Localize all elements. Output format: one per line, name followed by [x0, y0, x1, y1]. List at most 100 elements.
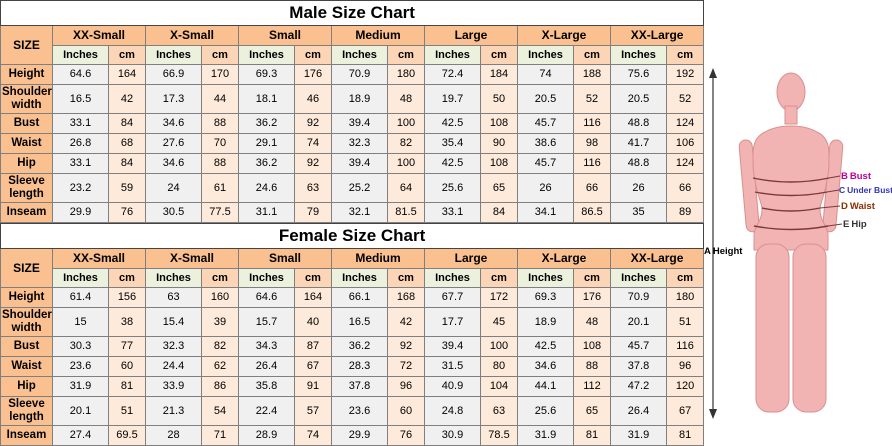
value-cell: 25.6: [517, 396, 574, 426]
size-column-header: XX-Small: [52, 248, 146, 269]
unit-inches-header: Inches: [517, 268, 574, 288]
table-row: Shoulder width 16.5 42 17.3 44 18.1 46 18.9 48 19…: [0, 84, 705, 114]
figure-label-hip: E Hip: [843, 219, 867, 230]
value-cell: 23.6: [52, 356, 109, 377]
value-cell: 156: [108, 287, 146, 308]
value-cell: 28: [145, 425, 202, 446]
value-cell: 18.1: [238, 84, 295, 114]
value-cell: 40: [294, 307, 332, 337]
table-row: Sleeve length 23.2 59 24 61 24.6 63 25.2 64 25.6 6…: [0, 173, 705, 203]
value-cell: 31.9: [52, 376, 109, 397]
unit-cm-header: cm: [573, 268, 611, 288]
value-cell: 63: [294, 173, 332, 203]
waist-line: [761, 207, 821, 212]
value-cell: 70: [201, 133, 239, 154]
value-cell: 72.4: [424, 64, 481, 85]
value-cell: 17.3: [145, 84, 202, 114]
value-cell: 39.4: [331, 113, 388, 134]
value-cell: 96: [665, 356, 705, 377]
size-column-header: XX-Large: [609, 25, 705, 46]
size-column-header: XX-Small: [52, 25, 146, 46]
value-cell: 116: [665, 336, 705, 357]
value-cell: 88: [573, 356, 611, 377]
value-cell: 87: [294, 336, 332, 357]
measurement-label: Inseam: [0, 202, 53, 223]
figure-label-under-bust: C Under Bust: [839, 185, 892, 195]
size-column-header: X-Small: [145, 25, 239, 46]
value-cell: 67.7: [424, 287, 481, 308]
value-cell: 98: [573, 133, 611, 154]
value-cell: 91: [294, 376, 332, 397]
value-cell: 22.4: [238, 396, 295, 426]
value-cell: 31.5: [424, 356, 481, 377]
value-cell: 180: [665, 287, 705, 308]
value-cell: 66.9: [145, 64, 202, 85]
value-cell: 26.4: [610, 396, 667, 426]
size-column-header: X-Large: [517, 248, 611, 269]
value-cell: 25.2: [331, 173, 388, 203]
size-column-header: Medium: [331, 248, 425, 269]
value-cell: 170: [201, 64, 239, 85]
chart-title: Male Size Chart: [0, 0, 705, 26]
size-column-header: Small: [238, 25, 332, 46]
unit-inches-header: Inches: [610, 45, 667, 65]
value-cell: 48: [387, 84, 425, 114]
value-cell: 81.5: [387, 202, 425, 223]
figure-label-height: A Height: [704, 246, 742, 257]
value-cell: 180: [387, 64, 425, 85]
value-cell: 25.6: [424, 173, 481, 203]
unit-cm-header: cm: [108, 45, 146, 65]
value-cell: 92: [294, 113, 332, 134]
value-cell: 24.6: [238, 173, 295, 203]
value-cell: 42: [387, 307, 425, 337]
value-cell: 33.9: [145, 376, 202, 397]
figure-label-height-key: A: [704, 246, 711, 257]
value-cell: 45.7: [517, 153, 574, 174]
figure-label-height-text: Height: [712, 246, 743, 257]
value-cell: 24.8: [424, 396, 481, 426]
value-cell: 74: [294, 425, 332, 446]
value-cell: 30.9: [424, 425, 481, 446]
value-cell: 116: [573, 113, 611, 134]
value-cell: 63: [480, 396, 518, 426]
size-tables-column: Male Size Chart SIZE XX-Small X-Small Small M…: [0, 0, 705, 446]
table-row: Bust 33.1 84 34.6 88 36.2 92 39.4 100 42.5 108 45.7…: [0, 113, 705, 134]
value-cell: 172: [480, 287, 518, 308]
value-cell: 26.8: [52, 133, 109, 154]
under-bust-line: [754, 191, 828, 197]
value-cell: 108: [480, 153, 518, 174]
unit-inches-header: Inches: [331, 268, 388, 288]
value-cell: 38.6: [517, 133, 574, 154]
figure-torso: [752, 125, 830, 251]
value-cell: 48: [573, 307, 611, 337]
value-cell: 26.4: [238, 356, 295, 377]
value-cell: 26: [610, 173, 667, 203]
unit-inches-header: Inches: [52, 268, 109, 288]
value-cell: 100: [387, 113, 425, 134]
figure-label-waist-text: Waist: [849, 201, 875, 212]
measurement-label: Shoulder width: [0, 84, 53, 114]
height-arrow: [709, 68, 717, 419]
value-cell: 61.4: [52, 287, 109, 308]
value-cell: 34.6: [145, 153, 202, 174]
value-cell: 176: [573, 287, 611, 308]
value-cell: 18.9: [331, 84, 388, 114]
value-cell: 17.7: [424, 307, 481, 337]
value-cell: 35: [610, 202, 667, 223]
value-cell: 78.5: [480, 425, 518, 446]
value-cell: 65: [573, 396, 611, 426]
value-cell: 42.5: [424, 153, 481, 174]
value-cell: 81: [108, 376, 146, 397]
value-cell: 42: [108, 84, 146, 114]
value-cell: 24: [145, 173, 202, 203]
value-cell: 31.9: [610, 425, 667, 446]
unit-cm-header: cm: [294, 45, 332, 65]
value-cell: 61: [201, 173, 239, 203]
table-row: Sleeve length 20.1 51 21.3 54 22.4 57 23.6 60 24.…: [0, 396, 705, 426]
size-column-header: Small: [238, 248, 332, 269]
unit-cm-header: cm: [387, 268, 425, 288]
value-cell: 160: [201, 287, 239, 308]
value-cell: 69.3: [517, 287, 574, 308]
figure-label-waist-key: D: [841, 201, 848, 212]
value-cell: 57: [294, 396, 332, 426]
